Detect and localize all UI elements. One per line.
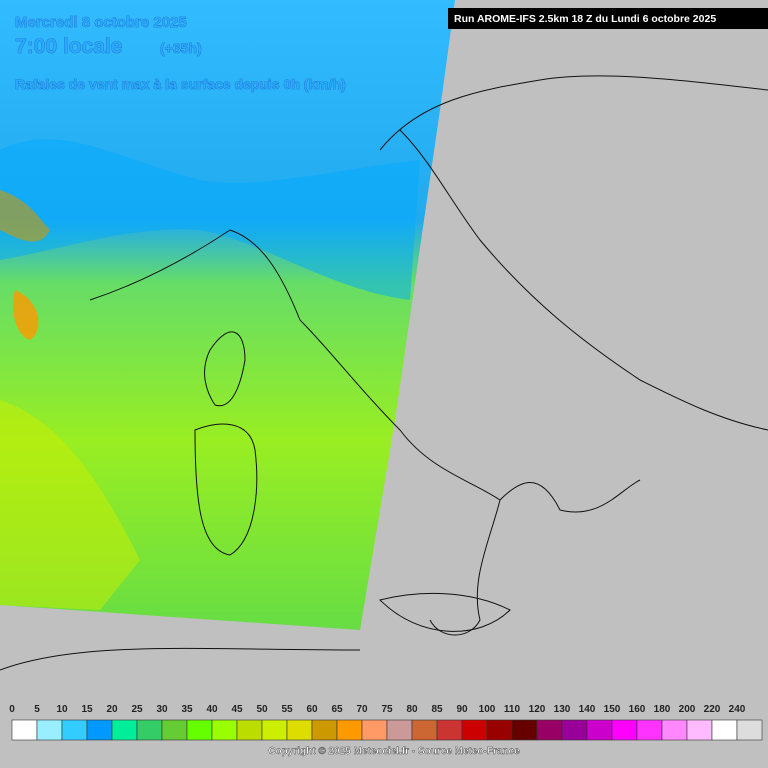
legend-label: 65 <box>331 704 343 715</box>
legend-swatch <box>511 719 538 741</box>
legend-swatch <box>211 719 238 741</box>
legend-label: 100 <box>479 704 496 715</box>
legend-label: 200 <box>679 704 696 715</box>
legend-swatch <box>486 719 513 741</box>
legend-swatch <box>261 719 288 741</box>
legend-label: 40 <box>206 704 218 715</box>
legend-swatch <box>136 719 163 741</box>
legend-swatch <box>611 719 638 741</box>
legend-swatch <box>161 719 188 741</box>
legend-label: 85 <box>431 704 443 715</box>
legend-swatch <box>36 719 63 741</box>
legend-swatch <box>11 719 38 741</box>
legend: 0 5 10 15 20 25 30 35 40 45 50 55 60 65 70 75 80 85 90 100 1… <box>9 704 763 741</box>
legend-label: 150 <box>604 704 621 715</box>
legend-label: 240 <box>729 704 746 715</box>
legend-swatch <box>661 719 688 741</box>
legend-label: 110 <box>504 704 521 715</box>
legend-swatch <box>636 719 663 741</box>
legend-label: 70 <box>356 704 368 715</box>
coastlines <box>0 75 768 671</box>
legend-label: 130 <box>554 704 571 715</box>
map-title: Rafales de vent max à la surface depuis … <box>15 76 346 92</box>
legend-swatch <box>311 719 338 741</box>
legend-label: 180 <box>654 704 671 715</box>
legend-label: 35 <box>181 704 193 715</box>
legend-swatch <box>361 719 388 741</box>
legend-label: 0 <box>9 704 15 715</box>
legend-label: 120 <box>529 704 546 715</box>
legend-label: 55 <box>281 704 293 715</box>
legend-swatch <box>436 719 463 741</box>
legend-swatch <box>411 719 438 741</box>
legend-label: 90 <box>456 704 468 715</box>
run-info: Run AROME-IFS 2.5km 18 Z du Lundi 6 octo… <box>454 13 716 25</box>
wind-field <box>0 400 140 610</box>
run-box <box>448 8 768 29</box>
legend-label: 30 <box>156 704 168 715</box>
legend-label: 60 <box>306 704 318 715</box>
forecast-lead: (+35h) <box>160 40 202 56</box>
legend-swatch <box>236 719 263 741</box>
legend-label: 140 <box>579 704 596 715</box>
legend-swatch <box>61 719 88 741</box>
legend-label: 220 <box>704 704 721 715</box>
legend-label: 160 <box>629 704 646 715</box>
forecast-date: Mercredi 8 octobre 2025 <box>15 14 187 31</box>
forecast-time: 7:00 locale <box>15 35 122 58</box>
wind-field <box>0 139 420 300</box>
legend-swatch <box>111 719 138 741</box>
legend-swatch <box>561 719 588 741</box>
legend-label: 45 <box>231 704 243 715</box>
legend-swatch <box>386 719 413 741</box>
legend-swatch <box>536 719 563 741</box>
legend-swatch <box>586 719 613 741</box>
legend-swatch <box>461 719 488 741</box>
legend-swatch <box>286 719 313 741</box>
legend-label: 25 <box>131 704 143 715</box>
legend-swatch <box>711 719 738 741</box>
legend-label: 5 <box>34 704 40 715</box>
legend-label: 20 <box>106 704 118 715</box>
wind-field <box>13 290 39 340</box>
legend-swatch <box>336 719 363 741</box>
legend-label: 15 <box>81 704 93 715</box>
legend-label: 10 <box>56 704 68 715</box>
legend-swatch <box>736 719 763 741</box>
legend-label: 50 <box>256 704 268 715</box>
legend-label: 80 <box>406 704 418 715</box>
legend-swatch <box>686 719 713 741</box>
legend-swatch <box>186 719 213 741</box>
wind-field <box>0 190 50 242</box>
copyright: Copyright © 2025 Meteociel.fr - Source M… <box>268 746 520 757</box>
legend-label: 75 <box>381 704 393 715</box>
legend-swatch <box>86 719 113 741</box>
